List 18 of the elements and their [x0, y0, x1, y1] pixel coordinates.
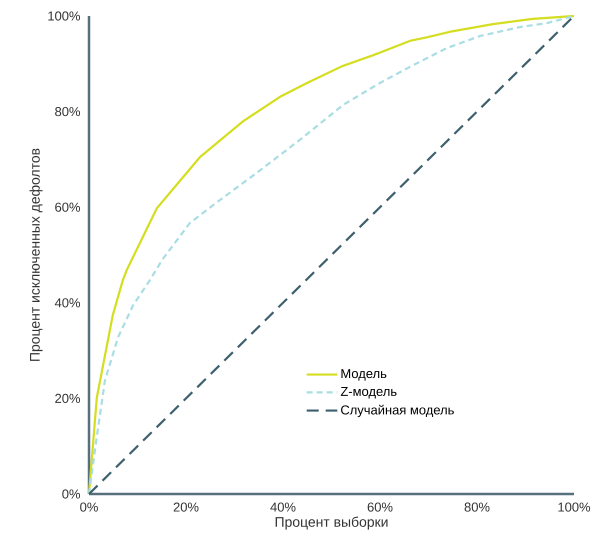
x-tick-label: 60%: [368, 502, 393, 512]
x-tick-label: 20%: [174, 502, 199, 512]
y-tick-label: 0%: [62, 489, 80, 499]
y-tick-label: 60%: [55, 202, 80, 212]
y-tick-label: 40%: [54, 298, 80, 308]
line-series: [88, 14, 576, 496]
legend-label: Случайная модель: [341, 404, 454, 418]
y-tick-label: 100%: [48, 11, 80, 21]
legend-label: Модель: [341, 369, 386, 381]
y-tick-label: 80%: [55, 107, 80, 116]
x-tick-label: 40%: [270, 502, 296, 512]
x-tick-label: 0%: [80, 502, 98, 512]
y-axis-title: Процент исключенных дефолтов: [30, 148, 43, 361]
x-tick-label: 80%: [464, 502, 490, 512]
legend-label: Z-модель: [340, 386, 397, 398]
x-axis-title: Процент выборки: [276, 516, 388, 530]
x-tick-label: 100%: [558, 502, 590, 512]
y-tick-label: 20%: [55, 394, 80, 403]
